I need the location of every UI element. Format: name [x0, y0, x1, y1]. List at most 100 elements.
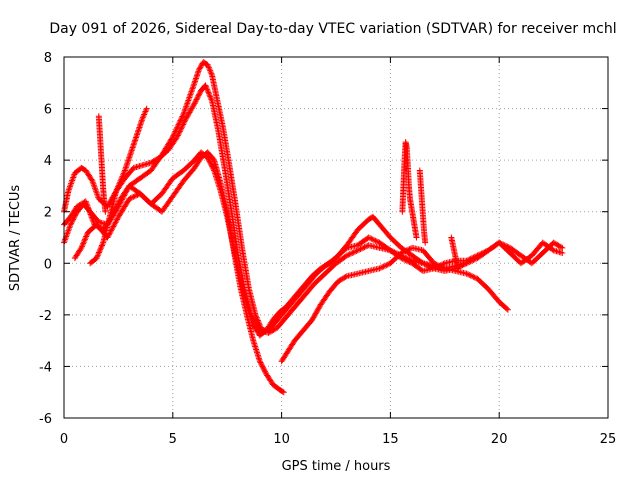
data-point-marker — [403, 247, 410, 254]
data-point-marker — [467, 258, 474, 265]
data-point-marker — [112, 206, 119, 213]
y-tick-label: -4 — [39, 360, 52, 375]
data-point-marker — [88, 214, 95, 221]
data-point-marker — [309, 317, 316, 324]
data-point-marker — [280, 389, 287, 396]
data-point-marker — [190, 82, 197, 89]
data-point-marker — [191, 81, 198, 88]
data-point-marker — [253, 314, 260, 321]
data-point-marker — [549, 246, 556, 253]
data-point-marker — [398, 249, 405, 256]
data-point-marker — [466, 271, 473, 278]
data-point-marker — [84, 204, 91, 211]
data-point-marker — [86, 207, 93, 214]
data-point-marker — [112, 219, 119, 226]
data-point-marker — [110, 223, 117, 230]
data-point-marker — [279, 388, 286, 395]
data-point-marker — [433, 261, 440, 268]
data-point-marker — [102, 208, 109, 215]
data-point-marker — [98, 243, 105, 250]
data-point-marker — [467, 272, 474, 279]
data-point-marker — [387, 247, 394, 254]
data-point-marker — [204, 86, 211, 93]
data-point-marker — [426, 263, 433, 270]
data-point-marker — [204, 87, 211, 94]
data-point-marker — [129, 194, 135, 201]
data-point-marker — [205, 157, 212, 164]
data-point-marker — [105, 202, 112, 209]
data-point-marker — [469, 257, 475, 264]
data-point-marker — [254, 316, 261, 323]
y-axis-label: SDTVAR / TECUs — [8, 185, 23, 292]
data-point-marker — [362, 243, 369, 250]
data-point-marker — [471, 274, 478, 281]
data-point-marker — [79, 242, 86, 249]
data-point-marker — [191, 100, 198, 107]
data-point-marker — [94, 253, 101, 260]
data-point-marker — [80, 239, 87, 246]
data-point-marker — [170, 132, 177, 139]
data-point-marker — [181, 107, 188, 114]
data-point-marker — [176, 120, 183, 127]
data-point-marker — [413, 234, 420, 241]
data-point-marker — [195, 92, 202, 99]
data-point-marker — [377, 264, 384, 271]
data-point-marker — [190, 102, 197, 109]
data-point-marker — [206, 92, 213, 99]
y-tick-label: -6 — [39, 412, 52, 427]
data-point-marker — [399, 249, 406, 256]
data-point-marker — [503, 242, 509, 249]
data-point-marker — [88, 212, 95, 219]
data-point-marker — [89, 215, 96, 222]
data-point-marker — [83, 233, 90, 240]
x-axis-label: GPS time / hours — [282, 459, 391, 474]
data-point-marker — [87, 210, 94, 217]
data-point-marker — [189, 104, 196, 111]
data-point-marker — [390, 248, 397, 255]
data-point-marker — [261, 367, 268, 374]
x-tick-label: 0 — [60, 432, 68, 447]
data-point-marker — [185, 97, 192, 104]
data-point-marker — [343, 252, 350, 259]
data-point-marker — [256, 321, 263, 328]
data-point-marker — [346, 251, 353, 258]
data-point-marker — [369, 236, 376, 243]
data-point-marker — [314, 307, 321, 314]
data-point-marker — [130, 193, 137, 200]
series-trace-6 — [278, 244, 470, 365]
data-point-marker — [106, 199, 113, 206]
data-point-marker — [206, 90, 213, 97]
data-point-marker — [256, 358, 263, 365]
data-point-marker — [559, 244, 566, 251]
data-point-marker — [184, 100, 191, 107]
data-point-marker — [141, 109, 148, 116]
data-point-marker — [439, 264, 446, 271]
data-point-marker — [422, 239, 429, 246]
data-point-marker — [116, 198, 123, 205]
data-point-marker — [95, 250, 102, 257]
data-point-marker — [205, 64, 212, 71]
data-point-marker — [471, 256, 478, 263]
data-point-marker — [358, 245, 365, 252]
data-point-marker — [463, 270, 470, 277]
data-point-marker — [469, 273, 475, 280]
series-trace-4 — [71, 149, 287, 396]
data-point-marker — [143, 107, 150, 114]
data-point-marker — [185, 110, 192, 117]
data-point-marker — [82, 234, 89, 241]
data-point-marker — [420, 260, 427, 267]
series-trace-5 — [87, 105, 150, 267]
data-point-marker — [180, 112, 187, 119]
data-point-marker — [171, 129, 178, 136]
data-point-marker — [379, 264, 386, 271]
data-point-marker — [421, 260, 428, 267]
data-point-marker — [141, 111, 148, 118]
data-point-marker — [210, 156, 217, 163]
data-point-marker — [193, 96, 200, 103]
data-point-marker — [504, 306, 511, 313]
data-point-marker — [466, 258, 473, 265]
data-point-marker — [406, 256, 413, 263]
x-tick-label: 5 — [169, 432, 177, 447]
data-point-marker — [401, 248, 407, 255]
data-point-marker — [111, 222, 118, 229]
